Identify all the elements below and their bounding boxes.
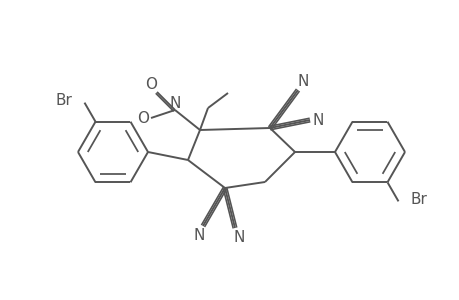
Text: N: N (312, 112, 323, 128)
Text: O: O (145, 76, 157, 92)
Text: O: O (137, 110, 149, 125)
Text: N: N (297, 74, 308, 88)
Text: N: N (193, 229, 204, 244)
Text: Br: Br (56, 93, 73, 108)
Text: Br: Br (409, 192, 426, 207)
Text: N: N (169, 95, 180, 110)
Text: N: N (233, 230, 244, 245)
